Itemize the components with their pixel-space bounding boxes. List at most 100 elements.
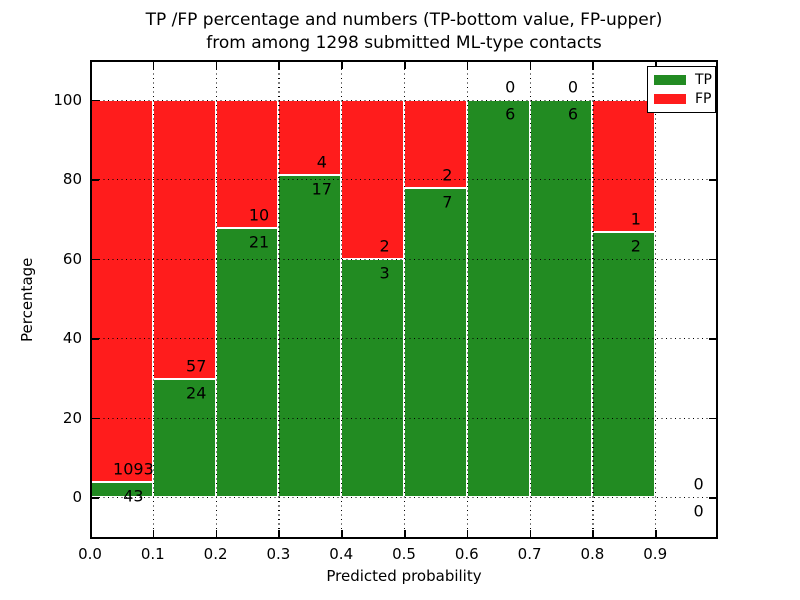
v-gridline bbox=[404, 60, 406, 539]
fp-count-label: 10 bbox=[248, 205, 270, 225]
chart-title: TP /FP percentage and numbers (TP-bottom… bbox=[90, 9, 718, 55]
legend-label-tp: TP bbox=[695, 71, 712, 88]
fp-count-label: 2 bbox=[442, 165, 453, 185]
legend-swatch-fp bbox=[654, 94, 686, 105]
x-tick-mark-top bbox=[152, 62, 155, 69]
y-tick-mark bbox=[92, 497, 99, 499]
chart-title-line2: from among 1298 submitted ML-type contac… bbox=[206, 33, 602, 53]
x-tick-mark bbox=[90, 530, 92, 537]
y-tick-label: 60 bbox=[62, 249, 82, 268]
legend-entry-tp: TP bbox=[648, 73, 715, 87]
bar-tp-segment bbox=[529, 99, 593, 497]
fp-count-label: 1 bbox=[630, 209, 641, 229]
x-tick-label: 0.9 bbox=[643, 545, 668, 563]
legend-label-fp: FP bbox=[695, 91, 712, 108]
y-tick-mark-right bbox=[709, 417, 716, 419]
v-gridline bbox=[466, 60, 468, 539]
v-gridline bbox=[278, 60, 280, 539]
tp-count-label: 0 bbox=[693, 501, 704, 521]
y-tick-label: 100 bbox=[53, 90, 82, 109]
y-tick-mark bbox=[92, 258, 99, 260]
y-tick-mark-right bbox=[709, 258, 716, 260]
x-tick-mark-top bbox=[592, 62, 594, 69]
fp-count-label: 0 bbox=[693, 474, 704, 494]
bar-fp-segment bbox=[215, 99, 279, 228]
y-tick-label: 40 bbox=[62, 329, 82, 347]
y-tick-mark bbox=[92, 417, 99, 419]
bar-tp-segment bbox=[404, 187, 467, 497]
tp-count-label: 3 bbox=[379, 263, 390, 282]
x-tick-mark bbox=[215, 530, 218, 537]
x-tick-mark bbox=[529, 530, 532, 537]
tp-count-label: 6 bbox=[567, 104, 579, 123]
bar-tp-segment bbox=[215, 227, 279, 497]
legend-entry-fp: FP bbox=[648, 92, 715, 106]
x-tick-mark bbox=[278, 530, 280, 537]
y-tick-label: 20 bbox=[62, 408, 82, 427]
x-tick-mark-top bbox=[341, 62, 343, 69]
bar-tp-segment bbox=[152, 379, 216, 497]
y-axis-label: Percentage bbox=[18, 257, 36, 342]
fp-count-label: 57 bbox=[186, 356, 207, 376]
x-tick-label: 0.2 bbox=[203, 545, 228, 563]
x-tick-mark bbox=[655, 530, 657, 537]
x-tick-mark bbox=[466, 530, 469, 537]
x-tick-mark-top bbox=[466, 62, 469, 69]
x-tick-label: 0.1 bbox=[140, 545, 165, 563]
y-tick-label: 0 bbox=[72, 488, 82, 506]
fp-count-label: 1093 bbox=[113, 459, 154, 479]
y-tick-label: 80 bbox=[62, 170, 82, 188]
tp-count-label: 6 bbox=[505, 104, 516, 123]
x-tick-mark-top bbox=[90, 62, 92, 69]
fp-count-label: 2 bbox=[379, 236, 390, 255]
x-tick-label: 0.8 bbox=[580, 545, 605, 563]
fp-count-label: 0 bbox=[567, 77, 579, 96]
x-tick-mark-top bbox=[404, 62, 406, 69]
x-tick-label: 0.3 bbox=[266, 545, 291, 563]
x-tick-mark bbox=[341, 530, 343, 537]
x-tick-mark-top bbox=[529, 62, 532, 69]
bar-tp-segment bbox=[592, 232, 656, 497]
fp-count-label: 4 bbox=[316, 152, 327, 172]
v-gridline bbox=[152, 60, 154, 539]
x-tick-label: 0.4 bbox=[329, 545, 354, 563]
x-tick-label: 0.7 bbox=[517, 545, 542, 563]
bar-fp-segment bbox=[592, 99, 656, 232]
x-tick-label: 0.0 bbox=[78, 545, 102, 563]
tp-count-label: 2 bbox=[630, 236, 641, 256]
tp-count-label: 17 bbox=[311, 179, 332, 199]
bar-tp-segment bbox=[278, 175, 342, 497]
y-tick-mark-right bbox=[709, 179, 716, 181]
legend: TP FP bbox=[647, 66, 716, 113]
v-gridline bbox=[341, 60, 343, 539]
plot-area: 1093 43 57 24 10 21 4 17 2 3 2 7 0 6 0 6 1 2 0 0 0.0 0.1 0.2 0.… bbox=[53, 60, 718, 563]
tp-count-label: 43 bbox=[123, 486, 144, 506]
v-gridline bbox=[529, 60, 531, 539]
x-tick-mark bbox=[404, 530, 406, 537]
bar-tp-segment bbox=[341, 258, 404, 497]
chart-title-line1: TP /FP percentage and numbers (TP-bottom… bbox=[145, 10, 663, 30]
legend-swatch-tp bbox=[654, 74, 686, 85]
bar-fp-segment bbox=[90, 99, 153, 482]
x-tick-label: 0.5 bbox=[392, 545, 416, 563]
fp-count-label: 0 bbox=[505, 77, 516, 96]
v-gridline bbox=[592, 60, 594, 539]
y-tick-mark bbox=[92, 338, 99, 340]
y-tick-mark bbox=[92, 179, 99, 181]
x-tick-mark-top bbox=[655, 62, 657, 69]
bar-fp-segment bbox=[404, 99, 467, 188]
y-tick-mark-right bbox=[709, 338, 716, 340]
x-tick-mark-top bbox=[215, 62, 218, 69]
x-tick-mark bbox=[152, 530, 155, 537]
y-tick-mark bbox=[92, 99, 99, 101]
v-gridline bbox=[215, 60, 217, 539]
bar-tp-segment bbox=[466, 99, 530, 497]
tp-count-label: 24 bbox=[186, 383, 207, 403]
bar-fp-segment bbox=[278, 99, 342, 176]
x-tick-label: 0.6 bbox=[454, 545, 479, 563]
y-tick-mark-right bbox=[709, 497, 716, 499]
tp-count-label: 21 bbox=[248, 232, 270, 252]
x-axis-label: Predicted probability bbox=[326, 567, 482, 585]
v-gridline bbox=[655, 60, 657, 539]
